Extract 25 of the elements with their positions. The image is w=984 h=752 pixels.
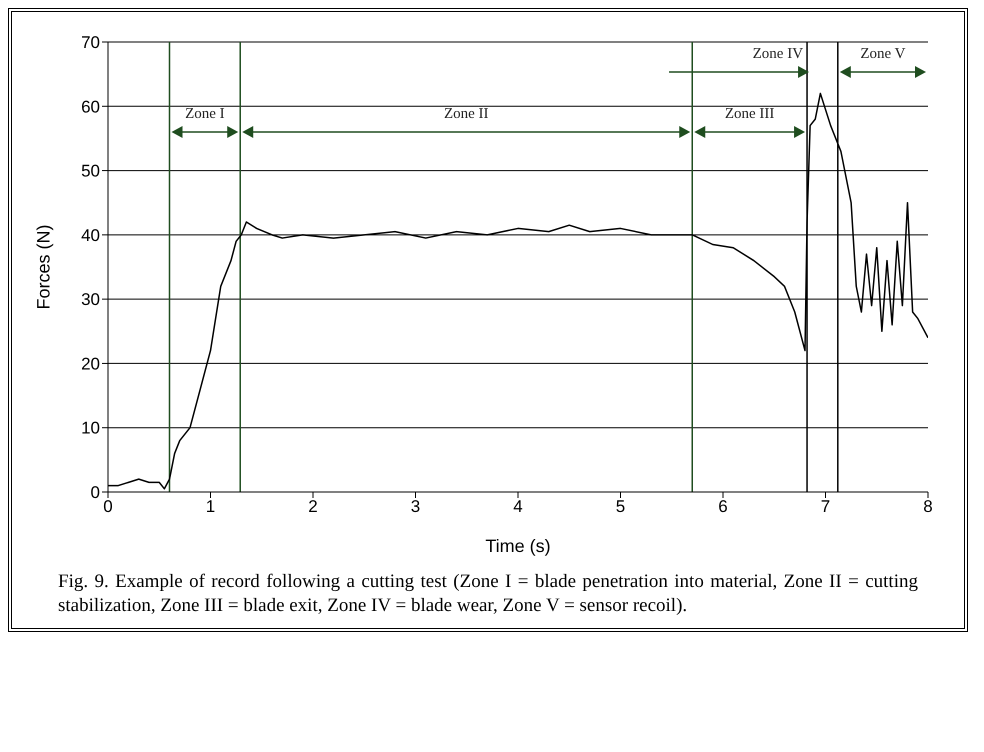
y-tick-label: 20 — [81, 354, 100, 374]
x-axis-title: Time (s) — [485, 536, 551, 556]
annotation: Zone III — [724, 106, 774, 122]
x-tick-label: 1 — [206, 497, 216, 516]
y-tick-label: 10 — [81, 418, 100, 438]
caption: Fig. 9. Example of record following a cutting test (Zone I = blade penetration into material, Zone II = cutting stabilization, Zone III = blade exit, Zone IV = blade wear, Zone V = sensor recoil). — [58, 570, 918, 618]
y-tick-label: 40 — [81, 226, 100, 245]
x-tick-label: 0 — [103, 497, 113, 516]
y-tick-label: 50 — [81, 162, 100, 181]
x-tick-label: 3 — [410, 497, 420, 516]
annotation: Zone I — [185, 106, 225, 122]
x-tick-label: 8 — [923, 497, 933, 516]
x-tick-label: 7 — [820, 497, 830, 516]
x-tick-label: 5 — [616, 497, 626, 516]
x-tick-label: 6 — [718, 497, 728, 516]
y-tick-label: 0 — [90, 483, 100, 502]
annotation: Zone IV — [752, 46, 804, 62]
x-tick-label: 4 — [513, 497, 523, 516]
x-tick-label: 2 — [308, 497, 318, 516]
y-tick-label: 70 — [81, 33, 100, 52]
y-tick-label: 60 — [81, 97, 100, 116]
y-axis-title: Forces (N) — [33, 224, 54, 310]
annotation: Zone II — [444, 106, 489, 122]
y-tick-label: 30 — [81, 290, 100, 310]
annotation: Zone V — [860, 46, 906, 62]
